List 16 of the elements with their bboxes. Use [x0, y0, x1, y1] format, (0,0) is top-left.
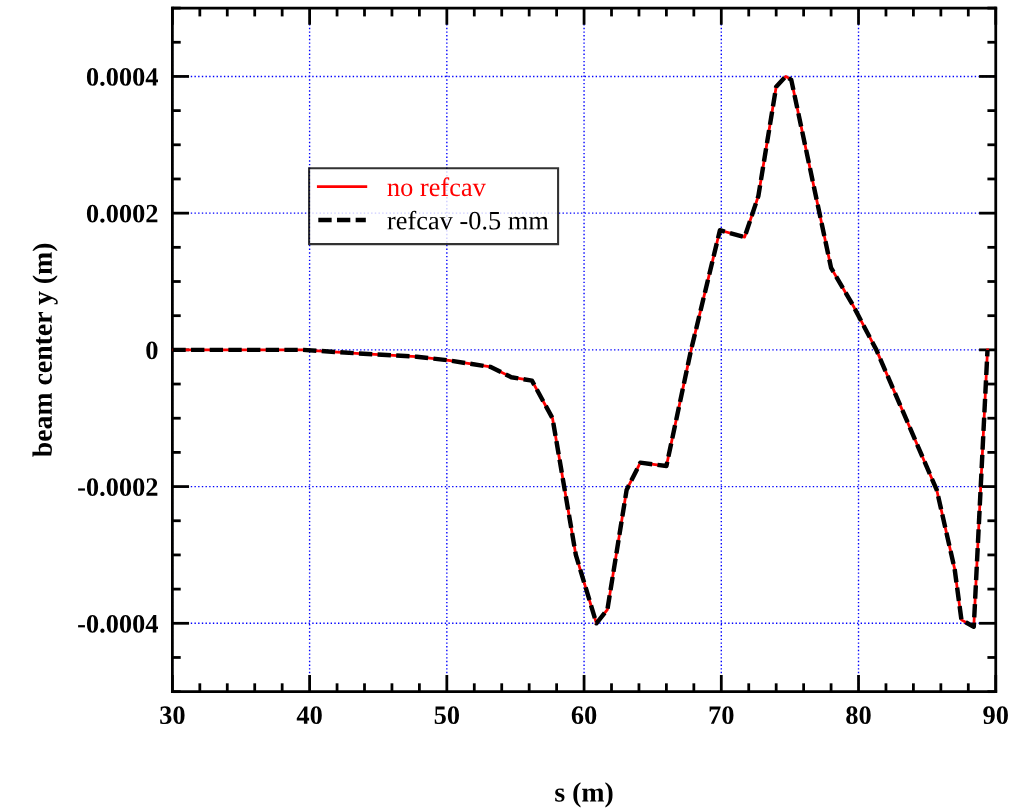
y-axis-title: beam center y (m): [32, 243, 58, 457]
x-tick-label: 90: [983, 706, 1008, 725]
y-tick-label: -0.0002: [78, 478, 158, 497]
x-tick-label: 80: [846, 706, 871, 725]
x-tick-label: 60: [571, 706, 597, 725]
x-tick-label: 40: [296, 706, 322, 725]
y-tick-label: 0: [146, 341, 158, 360]
x-tick-label: 30: [160, 706, 185, 725]
x-tick-label: 70: [709, 706, 734, 725]
x-axis-title: s (m): [555, 782, 613, 808]
legend-label: no refcav: [387, 177, 486, 197]
legend-label: refcav -0.5 mm: [387, 210, 549, 230]
y-tick-label: 0.0002: [86, 204, 158, 223]
y-tick-label: 0.0004: [86, 68, 158, 86]
y-tick-label: -0.0004: [78, 614, 158, 633]
x-tick-label: 50: [434, 706, 460, 725]
